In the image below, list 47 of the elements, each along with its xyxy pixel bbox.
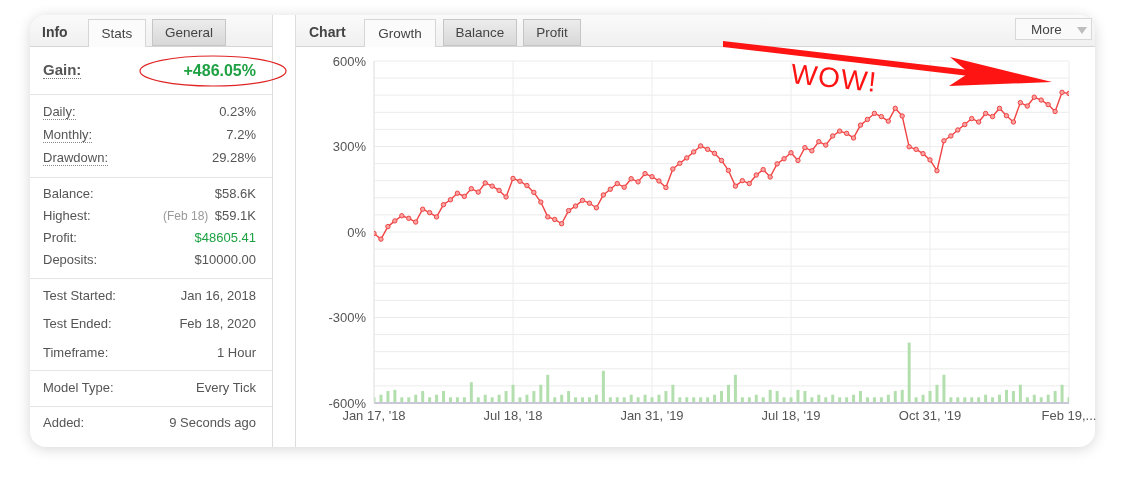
text: Monthly:	[43, 127, 93, 143]
text: Info	[42, 24, 68, 40]
text: Jan 16, 2018	[180, 288, 256, 303]
y-tick-label: 0%	[347, 224, 367, 240]
text: Daily:	[43, 104, 76, 120]
text: (Feb 18)	[163, 209, 209, 223]
text: Test Started:	[43, 288, 116, 303]
y-tick-label: -600%	[328, 395, 367, 411]
y-tick-label: -300%	[328, 310, 367, 326]
text: $48605.41	[194, 230, 256, 245]
x-tick-label: Feb 19,...	[1041, 408, 1097, 424]
x-tick-label: Jan 17, '18	[342, 408, 406, 424]
text: 29.28%	[211, 150, 256, 165]
text: General	[164, 25, 214, 40]
text: 1 Hour	[216, 345, 256, 360]
annotation: WOW!	[789, 58, 879, 98]
x-tick-label: Jul 18, '19	[761, 408, 821, 424]
text: $58.6K	[214, 186, 256, 201]
text: +486.05%	[183, 62, 256, 79]
text: Growth	[378, 26, 422, 41]
text: Deposits:	[43, 252, 98, 267]
text: Drawdown:	[43, 150, 109, 166]
y-tick-label: 300%	[332, 139, 367, 155]
chart-title: Chart	[309, 24, 346, 40]
text: Highest:	[43, 208, 91, 223]
text: More	[1031, 22, 1062, 37]
text: Test Ended:	[43, 316, 112, 331]
text: Model Type:	[43, 380, 114, 395]
y-tick-label: 600%	[332, 53, 367, 69]
text: Balance	[455, 25, 505, 40]
text: Profit	[536, 25, 568, 40]
text: Every Tick	[196, 380, 256, 395]
x-tick-label: Oct 31, '19	[898, 408, 962, 424]
text: Timeframe:	[43, 345, 109, 360]
text: 7.2%	[226, 127, 256, 142]
text: Feb 18, 2020	[179, 316, 256, 331]
x-tick-label: Jul 18, '18	[483, 408, 543, 424]
text: Added:	[43, 415, 85, 430]
text: Stats	[101, 26, 133, 41]
text: Balance:	[43, 186, 94, 201]
x-tick-label: Jan 31, '19	[620, 408, 684, 424]
text: $10000.00	[194, 252, 256, 267]
text: 9 Seconds ago	[169, 415, 256, 430]
text: Profit:	[43, 230, 77, 245]
text: Gain:	[43, 61, 82, 79]
text: $59.1K	[214, 208, 256, 223]
text: 0.23%	[219, 104, 256, 119]
